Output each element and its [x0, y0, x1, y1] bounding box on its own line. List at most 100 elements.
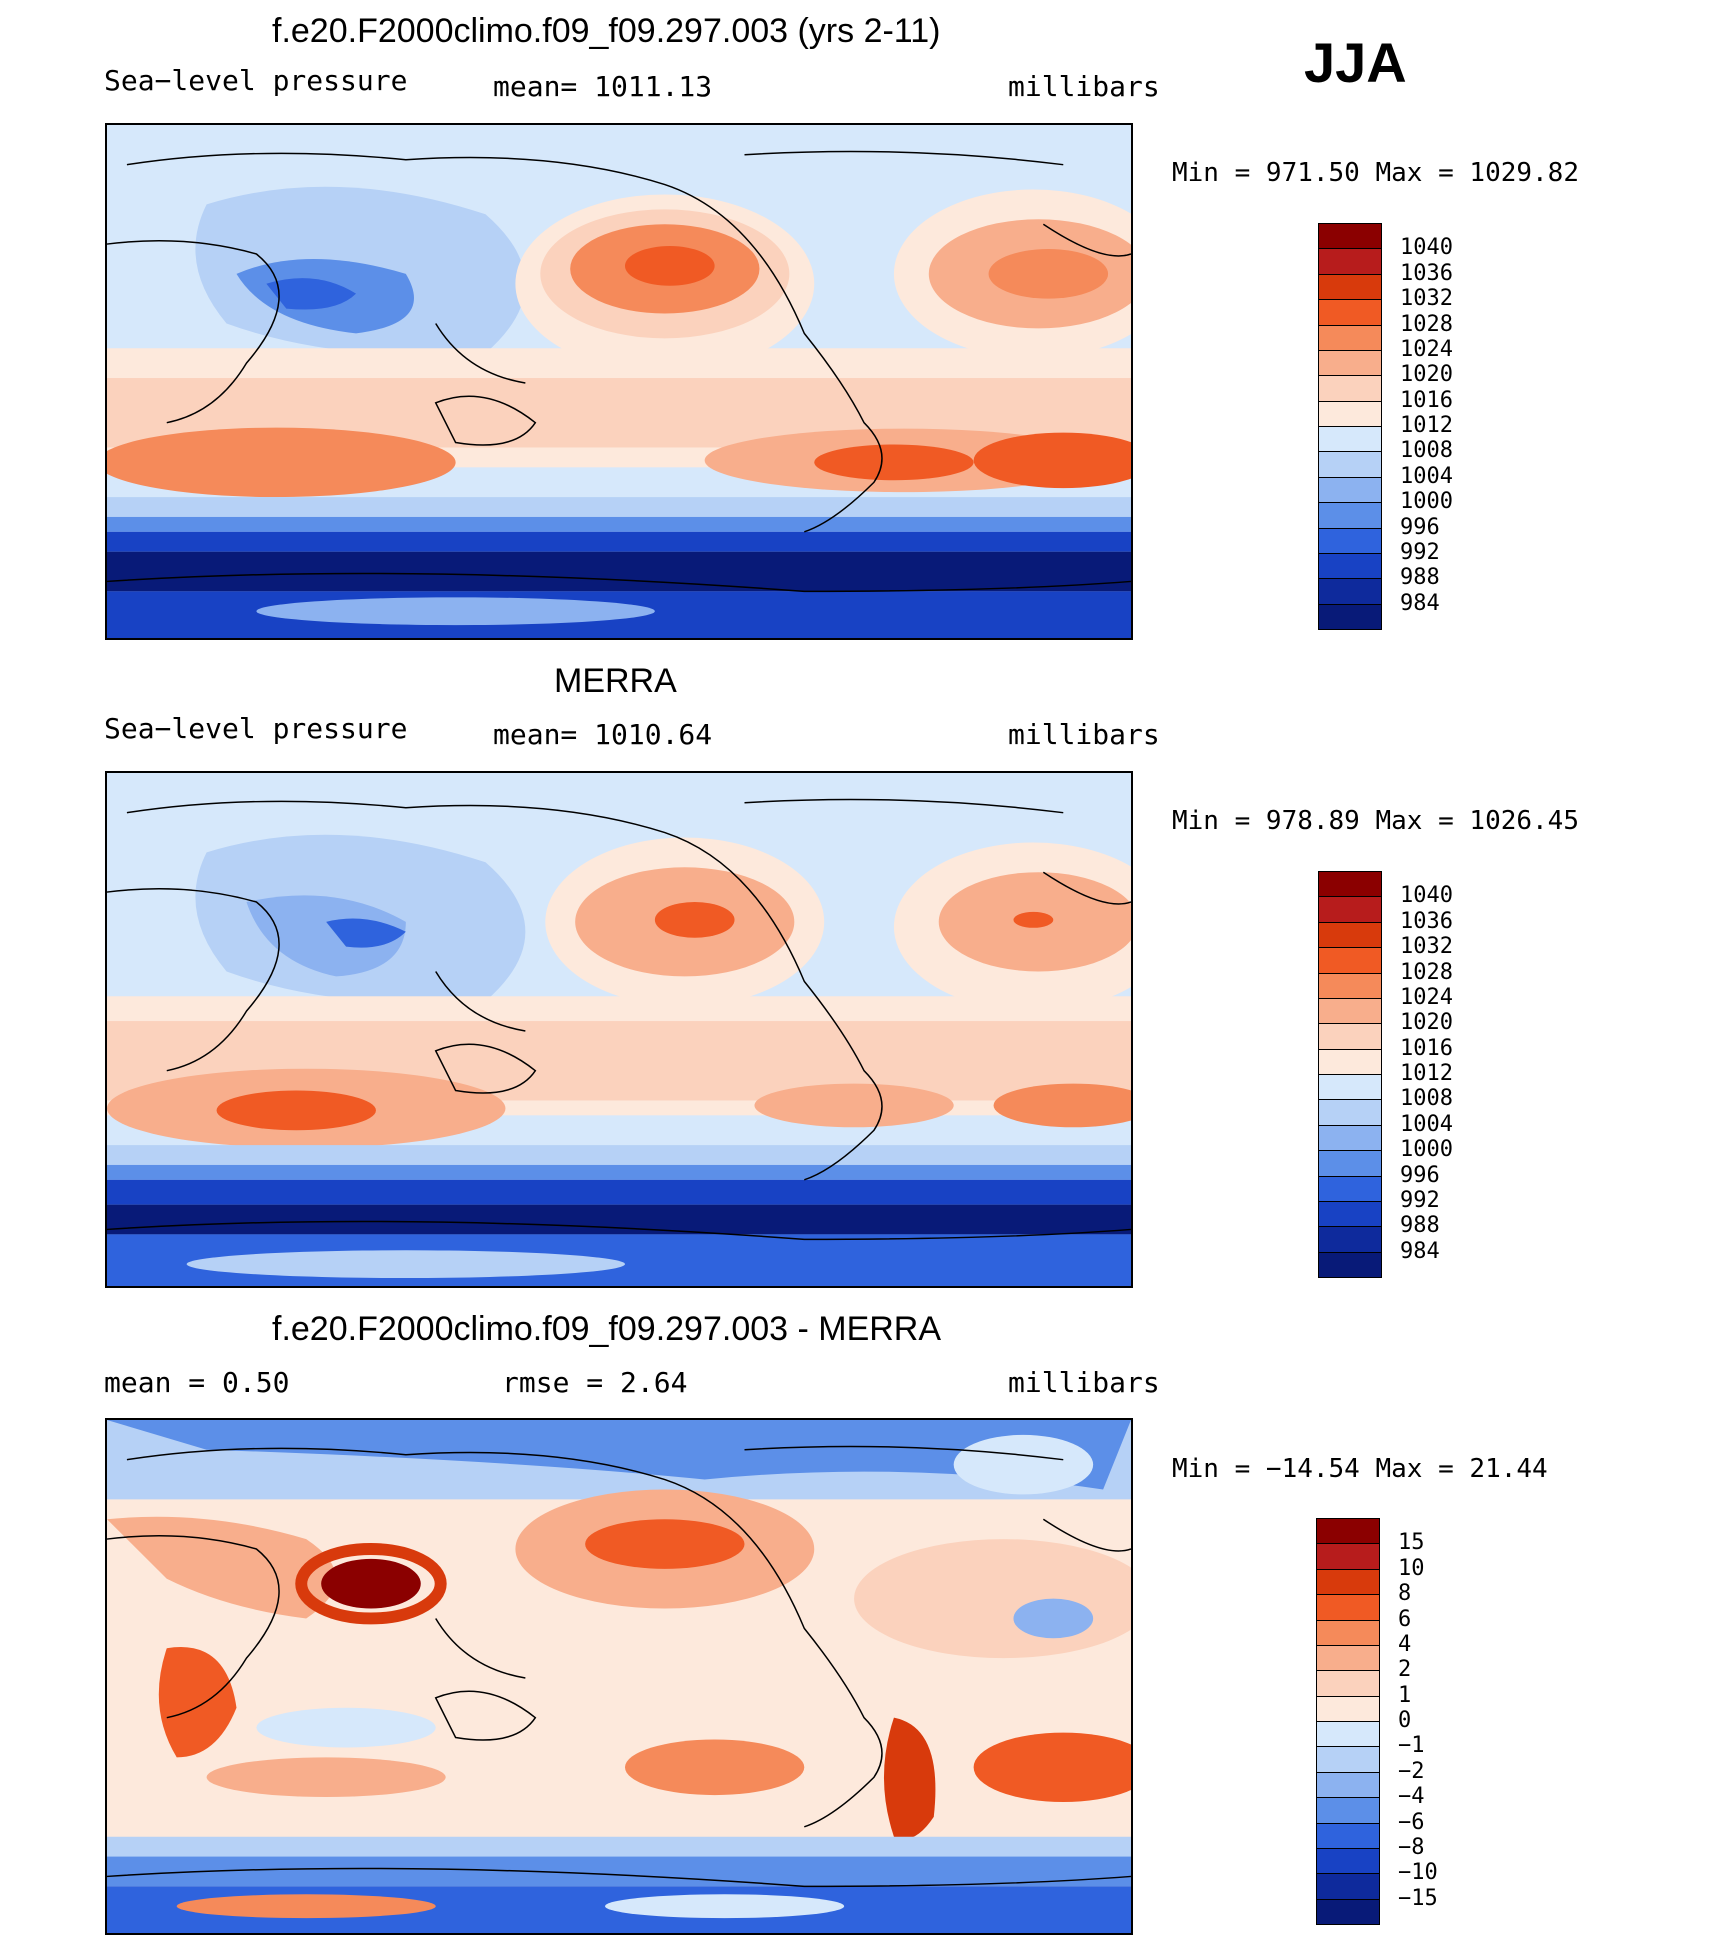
colorbar-label: 1004 — [1400, 463, 1453, 489]
colorbar-swatch — [1318, 476, 1382, 504]
colorbar-label: −10 — [1398, 1860, 1438, 1886]
units-label: millibars — [1008, 70, 1160, 103]
colorbar-label: 992 — [1400, 1187, 1440, 1213]
colorbar-label: 1 — [1398, 1682, 1412, 1708]
colorbar: 1040 1036 1032 1028 1024 1020 1016 1012 1008 1004… — [1318, 223, 1478, 630]
colorbar: 1040 1036 1032 1028 1024 1020 1016 1012 1008 1004… — [1318, 871, 1478, 1278]
panel-title: f.e20.F2000climo.f09_f09.297.003 (yrs 2-… — [272, 12, 941, 50]
colorbar-swatch — [1316, 1518, 1380, 1545]
colorbar-swatch — [1318, 299, 1382, 326]
slp-map-model — [105, 123, 1133, 640]
colorbar-label: 1024 — [1400, 984, 1453, 1010]
colorbar-label: 1008 — [1400, 438, 1453, 464]
colorbar-label: 996 — [1400, 1162, 1440, 1188]
colorbar-label: 1016 — [1400, 387, 1453, 413]
colorbar-label: −6 — [1398, 1809, 1425, 1835]
colorbar-swatch — [1318, 997, 1382, 1025]
colorbar-label: 4 — [1398, 1631, 1412, 1657]
units-label: millibars — [1008, 1366, 1160, 1399]
colorbar-swatch — [1316, 1644, 1380, 1672]
colorbar-swatch — [1318, 921, 1382, 949]
colorbar-swatch — [1318, 426, 1382, 453]
colorbar-swatch — [1318, 223, 1382, 250]
colorbar-swatch — [1316, 1594, 1380, 1621]
slp-map-difference — [105, 1418, 1133, 1935]
season-label: JJA — [1304, 31, 1407, 94]
mean-label: mean= 1010.64 — [493, 718, 713, 751]
colorbar-swatch — [1318, 603, 1382, 630]
colorbar-swatch — [1318, 1023, 1382, 1050]
colorbar-label: 0 — [1398, 1708, 1412, 1733]
colorbar-label: 1020 — [1400, 1010, 1453, 1036]
colorbar-swatch — [1318, 896, 1382, 923]
colorbar-swatch — [1318, 552, 1382, 580]
colorbar-label: 988 — [1400, 565, 1440, 591]
colorbar-label: 8 — [1398, 1581, 1412, 1607]
colorbar-label: 984 — [1400, 1238, 1440, 1264]
colorbar-label: 2 — [1398, 1657, 1412, 1683]
colorbar-swatch — [1318, 1099, 1382, 1126]
colorbar-label: 1036 — [1400, 908, 1453, 934]
colorbar-swatch — [1318, 451, 1382, 478]
min-max-label: Min = 978.89 Max = 1026.45 — [1172, 806, 1579, 836]
colorbar-swatch — [1318, 1251, 1382, 1278]
colorbar: 15 10 8 6 4 2 1 0 −1 −2 −4 −6 −8 −10 −15 — [1316, 1518, 1476, 1925]
variable-label: Sea−level pressure — [104, 712, 408, 745]
colorbar-swatch — [1318, 273, 1382, 301]
colorbar-swatch — [1316, 1746, 1380, 1773]
colorbar-label: −15 — [1398, 1885, 1438, 1911]
colorbar-label: −8 — [1398, 1834, 1425, 1860]
rmse-label: rmse = 2.64 — [502, 1366, 688, 1399]
colorbar-label: 6 — [1398, 1606, 1412, 1632]
colorbar-label: 1024 — [1400, 336, 1453, 362]
colorbar-swatch — [1316, 1847, 1380, 1875]
colorbar-label: 1000 — [1400, 489, 1453, 515]
colorbar-swatch — [1318, 1048, 1382, 1075]
colorbar-label: 1008 — [1400, 1086, 1453, 1112]
colorbar-swatch — [1318, 1074, 1382, 1101]
colorbar-label: −4 — [1398, 1784, 1425, 1810]
colorbar-label: −1 — [1398, 1733, 1425, 1759]
colorbar-swatch — [1318, 527, 1382, 554]
colorbar-swatch — [1316, 1619, 1380, 1646]
colorbar-swatch — [1318, 871, 1382, 898]
colorbar-swatch — [1318, 1150, 1382, 1177]
colorbar-swatch — [1318, 972, 1382, 999]
colorbar-label: −2 — [1398, 1758, 1425, 1784]
colorbar-label: 1000 — [1400, 1137, 1453, 1163]
colorbar-swatch — [1318, 1226, 1382, 1253]
colorbar-label: 1028 — [1400, 959, 1453, 985]
colorbar-label: 1028 — [1400, 311, 1453, 337]
colorbar-swatch — [1318, 375, 1382, 402]
colorbar-swatch — [1316, 1771, 1380, 1799]
colorbar-label: 1012 — [1400, 413, 1453, 438]
colorbar-label: 1036 — [1400, 260, 1453, 286]
colorbar-label: 992 — [1400, 539, 1440, 565]
colorbar-swatch — [1316, 1568, 1380, 1596]
colorbar-swatch — [1318, 1124, 1382, 1152]
colorbar-swatch — [1316, 1873, 1380, 1900]
colorbar-label: 1012 — [1400, 1061, 1453, 1086]
colorbar-swatch — [1318, 1200, 1382, 1228]
slp-map-merra — [105, 771, 1133, 1288]
colorbar-label: 1020 — [1400, 362, 1453, 388]
colorbar-label: 996 — [1400, 514, 1440, 540]
colorbar-label: 15 — [1398, 1530, 1425, 1556]
colorbar-label: 1032 — [1400, 286, 1453, 312]
panel-title: MERRA — [554, 662, 677, 700]
colorbar-swatch — [1318, 324, 1382, 351]
colorbar-label: 1032 — [1400, 934, 1453, 960]
colorbar-swatch — [1318, 400, 1382, 427]
colorbar-swatch — [1316, 1797, 1380, 1824]
min-max-label: Min = −14.54 Max = 21.44 — [1172, 1454, 1548, 1484]
colorbar-label: 1004 — [1400, 1111, 1453, 1137]
colorbar-label: 1040 — [1400, 883, 1453, 909]
colorbar-swatch — [1316, 1670, 1380, 1697]
colorbar-label: 984 — [1400, 590, 1440, 616]
colorbar-swatch — [1316, 1543, 1380, 1570]
colorbar-swatch — [1318, 349, 1382, 377]
variable-label: Sea−level pressure — [104, 64, 408, 97]
colorbar-label: 1016 — [1400, 1035, 1453, 1061]
colorbar-swatch — [1316, 1695, 1380, 1722]
mean-label: mean = 0.50 — [104, 1366, 290, 1399]
